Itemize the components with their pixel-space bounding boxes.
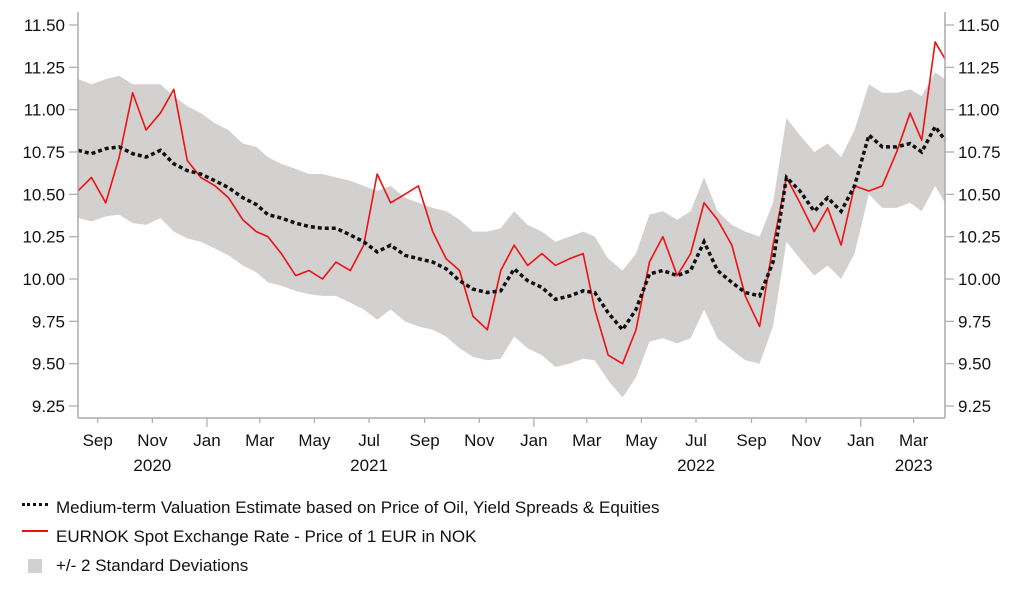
legend-item-valuation-estimate: Medium-term Valuation Estimate based on … (22, 493, 659, 522)
y-tick-label-left: 10.75 (22, 143, 65, 162)
x-tick-label: Mar (572, 431, 602, 450)
x-tick-label: Mar (245, 431, 275, 450)
legend-item-std-dev: +/- 2 Standard Deviations (22, 551, 659, 580)
y-tick-label-left: 11.50 (24, 16, 65, 35)
x-tick-label: Nov (464, 431, 495, 450)
grey-box-swatch-icon (28, 558, 42, 573)
tick-labels: 11.50 11.50 11.25 11.25 11.00 11.00 10.75 10.75… (22, 16, 1000, 475)
y-tick-label-left: 9.50 (32, 355, 65, 374)
x-tick-label: Jan (520, 431, 547, 450)
legend-label: +/- 2 Standard Deviations (56, 556, 249, 575)
x-tick-label: May (625, 431, 658, 450)
x-year-label: 2022 (677, 456, 715, 475)
legend-label: Medium-term Valuation Estimate based on … (56, 498, 660, 517)
y-tick-label-right: 10.25 (958, 228, 1001, 247)
x-year-label: 2023 (895, 456, 933, 475)
x-tick-label: Jul (685, 431, 707, 450)
y-tick-label-right: 10.50 (958, 185, 1001, 204)
y-tick-label-right: 9.75 (958, 312, 991, 331)
series-line-layer (77, 41, 947, 365)
y-tick-label-right: 11.00 (958, 101, 999, 120)
y-tick-label-right: 10.00 (958, 270, 1001, 289)
x-tick-label: Sep (409, 431, 439, 450)
x-tick-label: Sep (83, 431, 113, 450)
legend-item-spot-rate: EURNOK Spot Exchange Rate - Price of 1 E… (22, 522, 659, 551)
x-tick-label: Mar (899, 431, 929, 450)
red-line-swatch-icon (22, 529, 50, 544)
x-tick-label: Jul (358, 431, 380, 450)
x-year-label: 2020 (133, 456, 171, 475)
legend: Medium-term Valuation Estimate based on … (22, 493, 659, 580)
x-tick-label: Sep (736, 431, 766, 450)
y-tick-label-left: 9.25 (32, 397, 65, 416)
dotted-line-swatch-icon (22, 501, 50, 515)
y-tick-label-right: 9.25 (958, 397, 991, 416)
y-tick-label-left: 11.25 (24, 58, 65, 77)
y-tick-label-right: 11.50 (958, 16, 999, 35)
y-tick-label-left: 10.00 (22, 270, 65, 289)
chart: 11.50 11.50 11.25 11.25 11.00 11.00 10.75 10.75… (22, 12, 1001, 475)
legend-label: EURNOK Spot Exchange Rate - Price of 1 E… (56, 527, 477, 546)
axes (69, 12, 954, 427)
x-tick-label: May (298, 431, 331, 450)
valuation-estimate-line (77, 123, 947, 333)
y-tick-label-left: 9.75 (32, 312, 65, 331)
y-tick-label-right: 9.50 (958, 355, 991, 374)
x-tick-label: Nov (137, 431, 168, 450)
x-tick-label: Jan (193, 431, 220, 450)
y-tick-label-right: 11.25 (958, 58, 999, 77)
std-dev-band-layer (78, 72, 945, 398)
y-tick-label-left: 11.00 (24, 101, 65, 120)
x-tick-label: Nov (791, 431, 822, 450)
x-year-label: 2021 (350, 456, 388, 475)
y-tick-label-left: 10.50 (22, 185, 65, 204)
x-tick-label: Jan (847, 431, 874, 450)
y-tick-label-right: 10.75 (958, 143, 1001, 162)
y-tick-label-left: 10.25 (22, 228, 65, 247)
spot-rate-line (77, 41, 946, 365)
std-dev-band (78, 72, 945, 398)
